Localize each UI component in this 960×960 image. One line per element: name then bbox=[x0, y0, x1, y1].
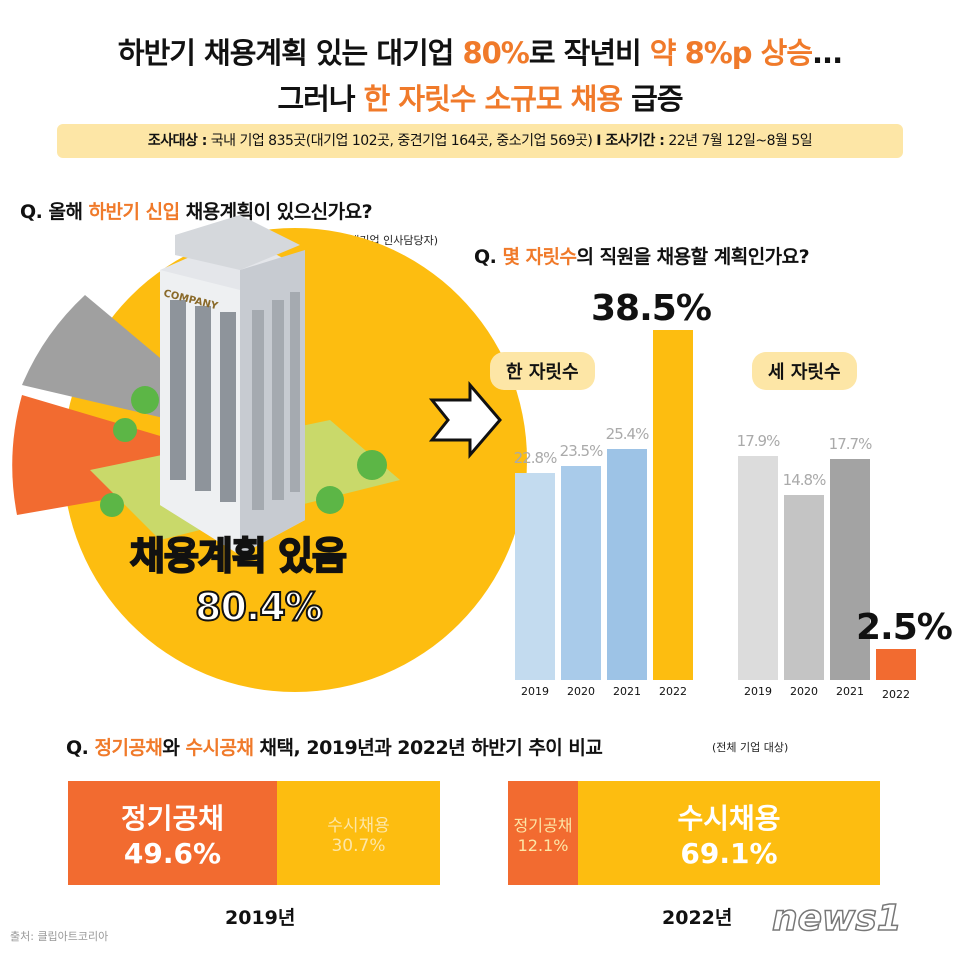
t: 하반기 채용계획 있는 대기업 bbox=[117, 36, 463, 70]
headline-line2: 그러나 한 자릿수 소규모 채용 급증 bbox=[0, 76, 960, 118]
building-illustration: COMPANY bbox=[90, 215, 400, 555]
source-credit: 출처: 클립아트코리아 bbox=[10, 930, 109, 943]
tick-label-2020: 2020 bbox=[790, 685, 818, 698]
data-label-2019: 17.9% bbox=[736, 432, 781, 451]
t: 와 bbox=[162, 737, 186, 759]
data-label-2019: 22.8% bbox=[513, 448, 558, 467]
year-label-2019: 2019년 bbox=[225, 907, 296, 929]
pie-slice-orange bbox=[12, 395, 275, 515]
t: 69.1% bbox=[680, 836, 778, 870]
segment-rolling-2022: 수시채용 69.1% bbox=[578, 781, 880, 885]
tick-label-2020: 2020 bbox=[567, 685, 595, 698]
news1-logo: news1 bbox=[771, 897, 902, 940]
arrow-icon bbox=[428, 380, 502, 460]
t: 하반기 신입 bbox=[88, 201, 181, 223]
t: Q. bbox=[474, 246, 503, 268]
t: 정기공채 bbox=[513, 815, 573, 835]
chart-title-triple-digit: 세 자릿수 bbox=[752, 352, 857, 390]
t: 그러나 bbox=[277, 82, 364, 116]
t: 로 작년비 bbox=[528, 36, 650, 70]
pie-label: 채용계획 있음 bbox=[129, 533, 348, 579]
t: 의 직원을 채용할 계획인가요? bbox=[576, 246, 810, 268]
t: I 조사기간 : bbox=[596, 133, 665, 149]
data-label-2020: 14.8% bbox=[782, 471, 827, 489]
t: 49.6% bbox=[123, 836, 222, 870]
data-label-2022: 2.5% bbox=[856, 606, 953, 648]
t: 정기공채 bbox=[120, 801, 225, 835]
stacked-bar-2019: 정기공채 49.6% 수시채용 30.7% bbox=[68, 781, 440, 885]
tick-label-2022: 2022 bbox=[882, 688, 910, 701]
bar-2020 bbox=[561, 466, 601, 680]
segment-rolling-2019: 수시채용 30.7% bbox=[277, 781, 440, 885]
stacked-bar-2022: 정기공채 12.1% 수시채용 69.1% bbox=[508, 781, 880, 885]
tick-label-2021: 2021 bbox=[613, 685, 641, 698]
t: 수시채용 bbox=[327, 815, 390, 836]
headline-line1: 하반기 채용계획 있는 대기업 80%로 작년비 약 8%p 상승... bbox=[0, 30, 960, 72]
survey-info-banner: 조사대상 : 국내 기업 835곳(대기업 102곳, 중견기업 164곳, 중… bbox=[57, 124, 903, 158]
bar-2020 bbox=[784, 495, 824, 680]
t: 22년 7월 12일~8월 5일 bbox=[664, 133, 813, 149]
t: Q. 올해 bbox=[20, 201, 89, 223]
pie-value: 80.4% bbox=[194, 584, 324, 630]
question-2: Q. 몇 자릿수의 직원을 채용할 계획인가요? bbox=[474, 242, 810, 269]
bar-2022 bbox=[876, 648, 916, 680]
t: Q. bbox=[66, 737, 95, 759]
data-label-2020: 23.5% bbox=[559, 442, 604, 461]
t: 12.1% bbox=[517, 835, 569, 855]
t: 몇 자릿수 bbox=[502, 246, 577, 268]
t: 정기공채 bbox=[94, 737, 163, 759]
chart-title-single-digit: 한 자릿수 bbox=[490, 352, 595, 390]
t: 80% bbox=[462, 36, 529, 70]
t: 급증 bbox=[622, 82, 683, 116]
tick-label-2021: 2021 bbox=[836, 685, 864, 698]
tick-label-2022: 2022 bbox=[659, 685, 687, 698]
segment-regular-2019: 정기공채 49.6% bbox=[68, 781, 277, 885]
t: 한 자릿수 소규모 채용 bbox=[363, 82, 623, 116]
tick-label-2019: 2019 bbox=[744, 685, 772, 698]
question-3-note: (전체 기업 대상) bbox=[712, 741, 789, 754]
t: 30.7% bbox=[331, 835, 386, 856]
tick-label-2019: 2019 bbox=[521, 685, 549, 698]
bar-2021 bbox=[607, 448, 647, 680]
data-label-2021: 25.4% bbox=[605, 424, 650, 443]
year-label-2022: 2022년 bbox=[662, 907, 733, 929]
bar-2022 bbox=[653, 329, 693, 680]
t: 수시채용 bbox=[677, 801, 781, 835]
bar-2019 bbox=[515, 472, 555, 680]
t: 약 8%p 상승 bbox=[649, 36, 813, 70]
segment-regular-2022: 정기공채 12.1% bbox=[508, 781, 578, 885]
question-3: Q. 정기공채와 수시공채 채택, 2019년과 2022년 하반기 추이 비교 bbox=[66, 733, 603, 760]
data-label-2022: 38.5% bbox=[591, 287, 712, 329]
t: 조사대상 : bbox=[147, 133, 208, 149]
t: ... bbox=[812, 36, 843, 70]
data-label-2021: 17.7% bbox=[828, 434, 873, 453]
bar-2021 bbox=[830, 458, 870, 680]
t: 국내 기업 835곳(대기업 102곳, 중견기업 164곳, 중소기업 569… bbox=[206, 133, 597, 149]
bar-2019 bbox=[738, 456, 778, 680]
t: 수시공채 bbox=[185, 737, 254, 759]
t: 채택, 2019년과 2022년 하반기 추이 비교 bbox=[253, 737, 603, 759]
